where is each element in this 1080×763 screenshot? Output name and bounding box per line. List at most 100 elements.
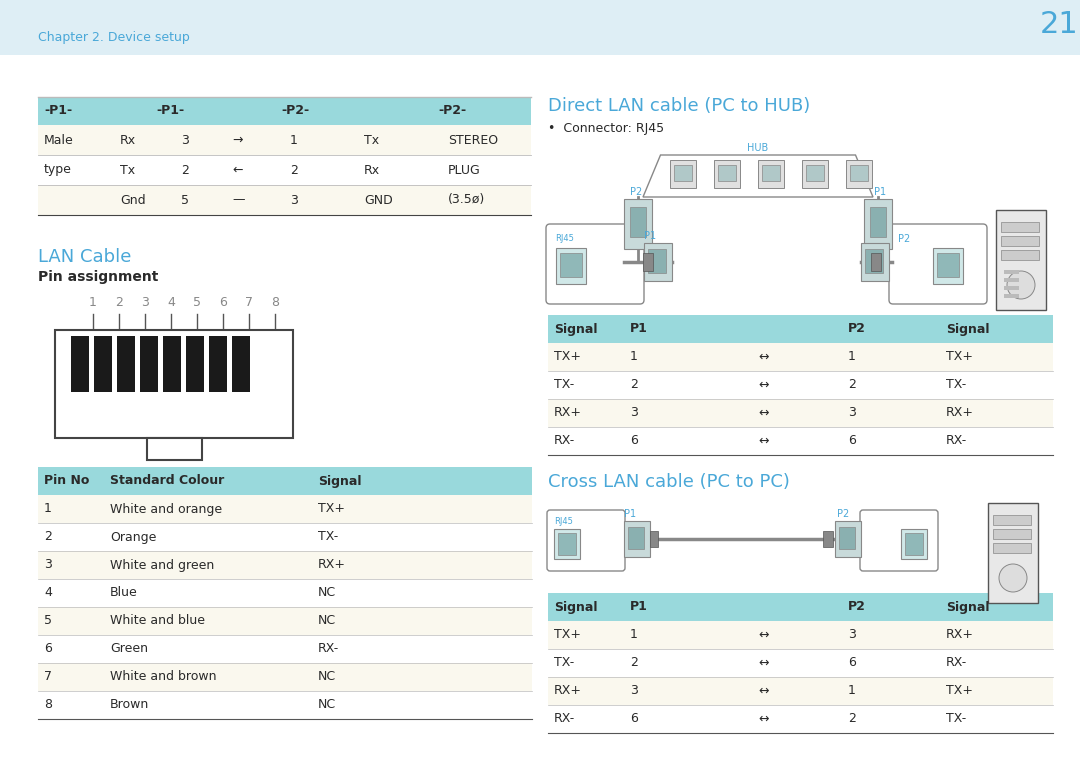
Bar xyxy=(186,336,204,392)
Bar xyxy=(1004,294,1020,298)
Bar xyxy=(38,691,532,719)
Bar xyxy=(55,330,293,438)
Text: type: type xyxy=(44,163,72,176)
Circle shape xyxy=(999,564,1027,592)
Bar xyxy=(1001,250,1039,260)
Bar xyxy=(548,649,1053,677)
Bar xyxy=(624,521,650,557)
Text: 4: 4 xyxy=(167,296,175,309)
Text: P1: P1 xyxy=(644,231,657,241)
Bar xyxy=(548,315,1053,343)
Bar xyxy=(870,253,881,271)
Text: ↔: ↔ xyxy=(758,629,769,642)
Text: TX-: TX- xyxy=(946,713,967,726)
Text: RJ45: RJ45 xyxy=(555,234,573,243)
Bar xyxy=(802,160,828,188)
Text: Pin assignment: Pin assignment xyxy=(38,270,159,284)
Text: White and orange: White and orange xyxy=(110,503,222,516)
Text: PLUG: PLUG xyxy=(448,163,481,176)
Bar xyxy=(648,249,666,273)
Bar xyxy=(210,336,227,392)
Bar xyxy=(670,160,696,188)
Text: TX+: TX+ xyxy=(946,684,973,697)
Bar xyxy=(38,551,532,579)
Text: TX+: TX+ xyxy=(318,503,345,516)
Text: RX-: RX- xyxy=(318,642,339,655)
Text: TX-: TX- xyxy=(318,530,338,543)
Bar xyxy=(1004,278,1020,282)
Text: 2: 2 xyxy=(181,163,189,176)
Text: Blue: Blue xyxy=(110,587,138,600)
Bar xyxy=(762,165,780,181)
Text: ↔: ↔ xyxy=(758,378,769,391)
Bar xyxy=(556,248,586,284)
Text: NC: NC xyxy=(318,671,336,684)
Bar xyxy=(864,199,892,249)
Bar xyxy=(1004,270,1020,274)
Text: Tx: Tx xyxy=(120,163,135,176)
Text: Rx: Rx xyxy=(120,134,136,146)
Bar xyxy=(624,199,652,249)
Bar xyxy=(38,635,532,663)
Bar xyxy=(548,427,1053,455)
Text: Rx: Rx xyxy=(364,163,380,176)
Bar xyxy=(806,165,824,181)
Text: White and blue: White and blue xyxy=(110,614,205,627)
Text: RX+: RX+ xyxy=(318,559,346,571)
Text: RX-: RX- xyxy=(554,713,576,726)
Text: Pin No: Pin No xyxy=(44,475,90,488)
Text: RX-: RX- xyxy=(946,656,968,669)
FancyBboxPatch shape xyxy=(860,510,939,571)
Bar xyxy=(870,207,886,237)
Bar xyxy=(163,336,181,392)
Text: 8: 8 xyxy=(271,296,279,309)
Bar xyxy=(865,249,883,273)
Text: GND: GND xyxy=(364,194,393,207)
Bar xyxy=(988,503,1038,603)
Bar xyxy=(758,160,784,188)
Text: •  Connector: RJ45: • Connector: RJ45 xyxy=(548,122,664,135)
Text: 1: 1 xyxy=(848,684,855,697)
Bar xyxy=(38,495,532,523)
Text: 2: 2 xyxy=(116,296,123,309)
Text: 6: 6 xyxy=(630,434,638,448)
Text: White and brown: White and brown xyxy=(110,671,216,684)
Text: Green: Green xyxy=(110,642,148,655)
Bar xyxy=(554,529,580,559)
Text: 3: 3 xyxy=(630,407,638,420)
Text: 7: 7 xyxy=(44,671,52,684)
Text: P1: P1 xyxy=(874,187,886,197)
Bar xyxy=(38,97,531,125)
Text: RX-: RX- xyxy=(946,434,968,448)
Bar xyxy=(905,533,923,555)
Bar xyxy=(718,165,735,181)
Text: TX-: TX- xyxy=(554,656,575,669)
Text: ↔: ↔ xyxy=(758,407,769,420)
Text: P1: P1 xyxy=(630,600,648,613)
Text: 2: 2 xyxy=(44,530,52,543)
Bar xyxy=(650,531,658,547)
Text: Signal: Signal xyxy=(946,323,989,336)
Text: 5: 5 xyxy=(193,296,201,309)
Bar xyxy=(627,527,644,549)
Text: P2: P2 xyxy=(848,600,866,613)
Text: P1: P1 xyxy=(624,509,636,519)
Text: 6: 6 xyxy=(848,656,855,669)
Text: -P2-: -P2- xyxy=(438,104,467,117)
Text: →: → xyxy=(232,134,243,146)
Bar xyxy=(674,165,692,181)
Text: Signal: Signal xyxy=(318,475,362,488)
Text: Orange: Orange xyxy=(110,530,157,543)
Bar xyxy=(140,336,158,392)
Text: 3: 3 xyxy=(630,684,638,697)
Bar xyxy=(1001,222,1039,232)
Bar xyxy=(232,336,249,392)
Bar xyxy=(643,253,653,271)
Text: (3.5ø): (3.5ø) xyxy=(448,194,485,207)
Text: ↔: ↔ xyxy=(758,656,769,669)
Text: 2: 2 xyxy=(848,378,855,391)
Text: 8: 8 xyxy=(44,698,52,712)
Text: 3: 3 xyxy=(141,296,149,309)
FancyBboxPatch shape xyxy=(546,510,625,571)
Text: RX+: RX+ xyxy=(946,629,974,642)
